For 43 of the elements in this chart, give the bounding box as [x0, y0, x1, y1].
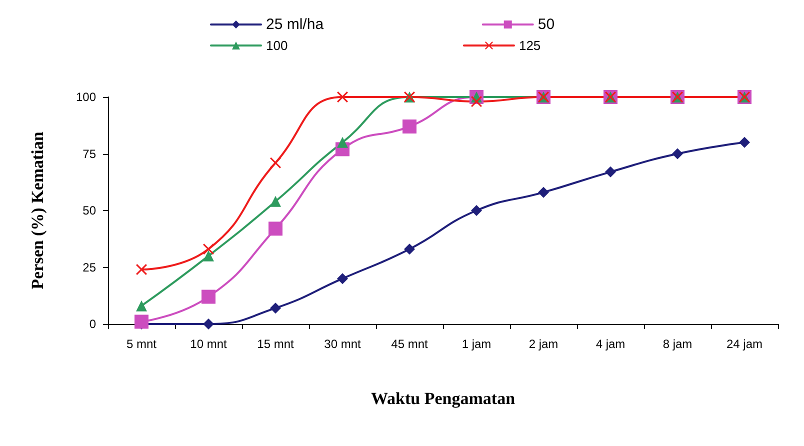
x-axis-title: Waktu Pengamatan	[370, 389, 516, 408]
y-tick-label: 100	[76, 90, 96, 104]
point	[136, 300, 147, 312]
x-tick-label: 24 jam	[726, 337, 763, 351]
point	[203, 244, 214, 255]
point	[337, 136, 348, 148]
legend-label: 125	[518, 38, 566, 53]
legend-label: 25 ml/ha	[266, 16, 332, 33]
x-tick-label: 8 jam	[662, 337, 692, 351]
point	[337, 273, 348, 284]
y-tick-label: 75	[82, 146, 96, 161]
point	[402, 120, 416, 134]
y-tick-label: 25	[82, 260, 96, 274]
legend-label: 50	[538, 16, 588, 33]
point	[672, 148, 683, 160]
y-tick-label: 50	[82, 204, 96, 218]
point	[538, 186, 549, 198]
x-tick-label: 15 mnt	[257, 337, 295, 351]
point	[134, 314, 148, 329]
point	[471, 96, 482, 108]
point	[270, 157, 281, 168]
point	[605, 166, 616, 178]
x-tick-label: 5 mnt	[126, 337, 158, 351]
point	[203, 318, 214, 330]
point	[136, 264, 147, 276]
x-tick-label: 4 jam	[596, 337, 626, 351]
point	[203, 250, 214, 262]
point	[270, 302, 281, 314]
legend-label: 100	[266, 38, 313, 53]
point	[404, 244, 415, 255]
x-tick-label: 10 mnt	[190, 337, 228, 351]
y-tick-label: 0	[89, 317, 96, 331]
point	[471, 205, 482, 216]
x-tick-label: 30 mnt	[324, 337, 362, 351]
x-tick-label: 1 jam	[462, 337, 492, 351]
point	[270, 196, 281, 207]
point	[202, 290, 216, 304]
x-tick-label: 2 jam	[528, 337, 558, 351]
x-tick-label: 45 mnt	[391, 337, 429, 351]
point	[337, 92, 348, 102]
point	[268, 222, 282, 236]
point	[739, 136, 750, 148]
y-axis-title: Persen (%) Kematian	[28, 131, 47, 290]
